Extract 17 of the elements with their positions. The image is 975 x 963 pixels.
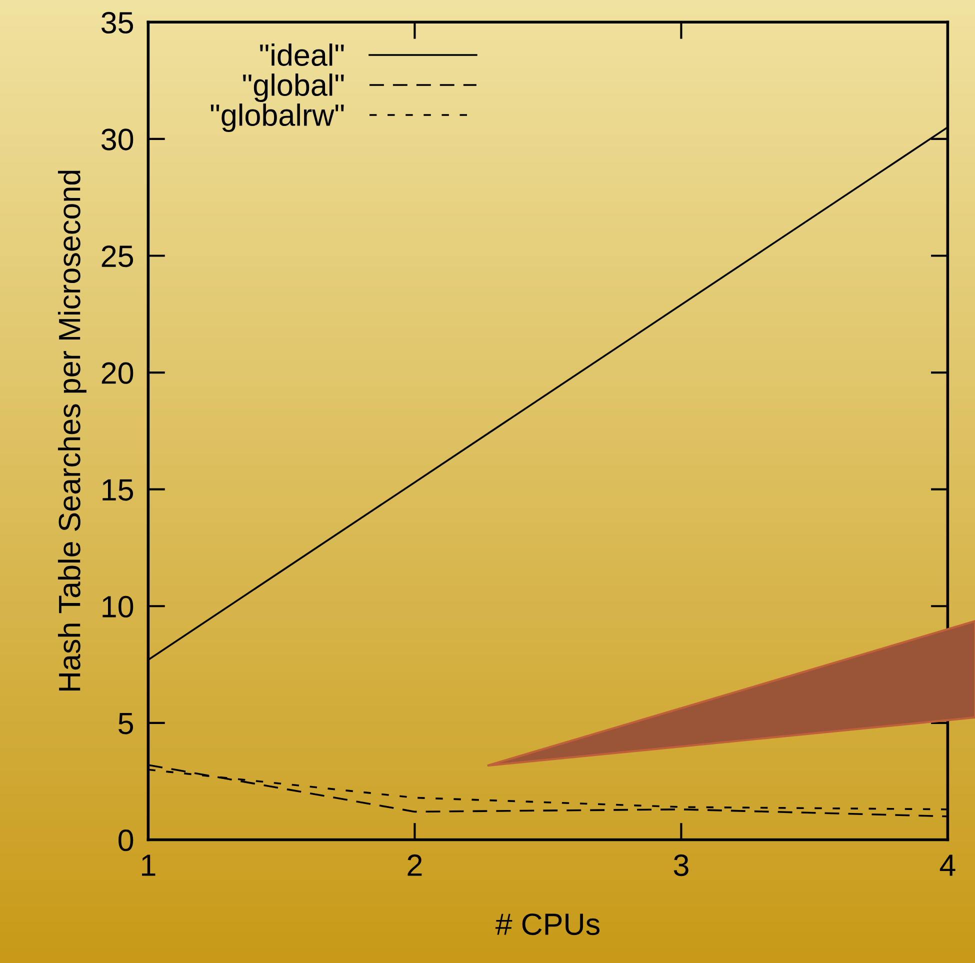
y-tick-label: 5 <box>118 712 134 734</box>
y-tick-label: 20 <box>102 362 134 384</box>
y-tick-label: 30 <box>101 128 134 150</box>
legend-label: "globalrw" <box>210 104 344 132</box>
y-tick-label: 15 <box>102 479 134 501</box>
x-tick-label: 2 <box>408 854 422 876</box>
legend-label: "ideal" <box>260 44 344 66</box>
x-tick-label: 1 <box>142 854 156 876</box>
y-tick-label: 25 <box>102 245 134 268</box>
x-axis-title: # CPUs <box>495 913 600 936</box>
x-tick-label: 3 <box>674 854 688 876</box>
y-tick-label: 35 <box>101 12 134 34</box>
x-tick-label: 4 <box>940 854 956 876</box>
y-tick-label: 10 <box>102 596 134 618</box>
legend-label: "global" <box>243 74 344 102</box>
y-axis-title: Hash Table Searches per Microsecond <box>58 170 86 691</box>
y-tick-label: 0 <box>118 829 134 852</box>
